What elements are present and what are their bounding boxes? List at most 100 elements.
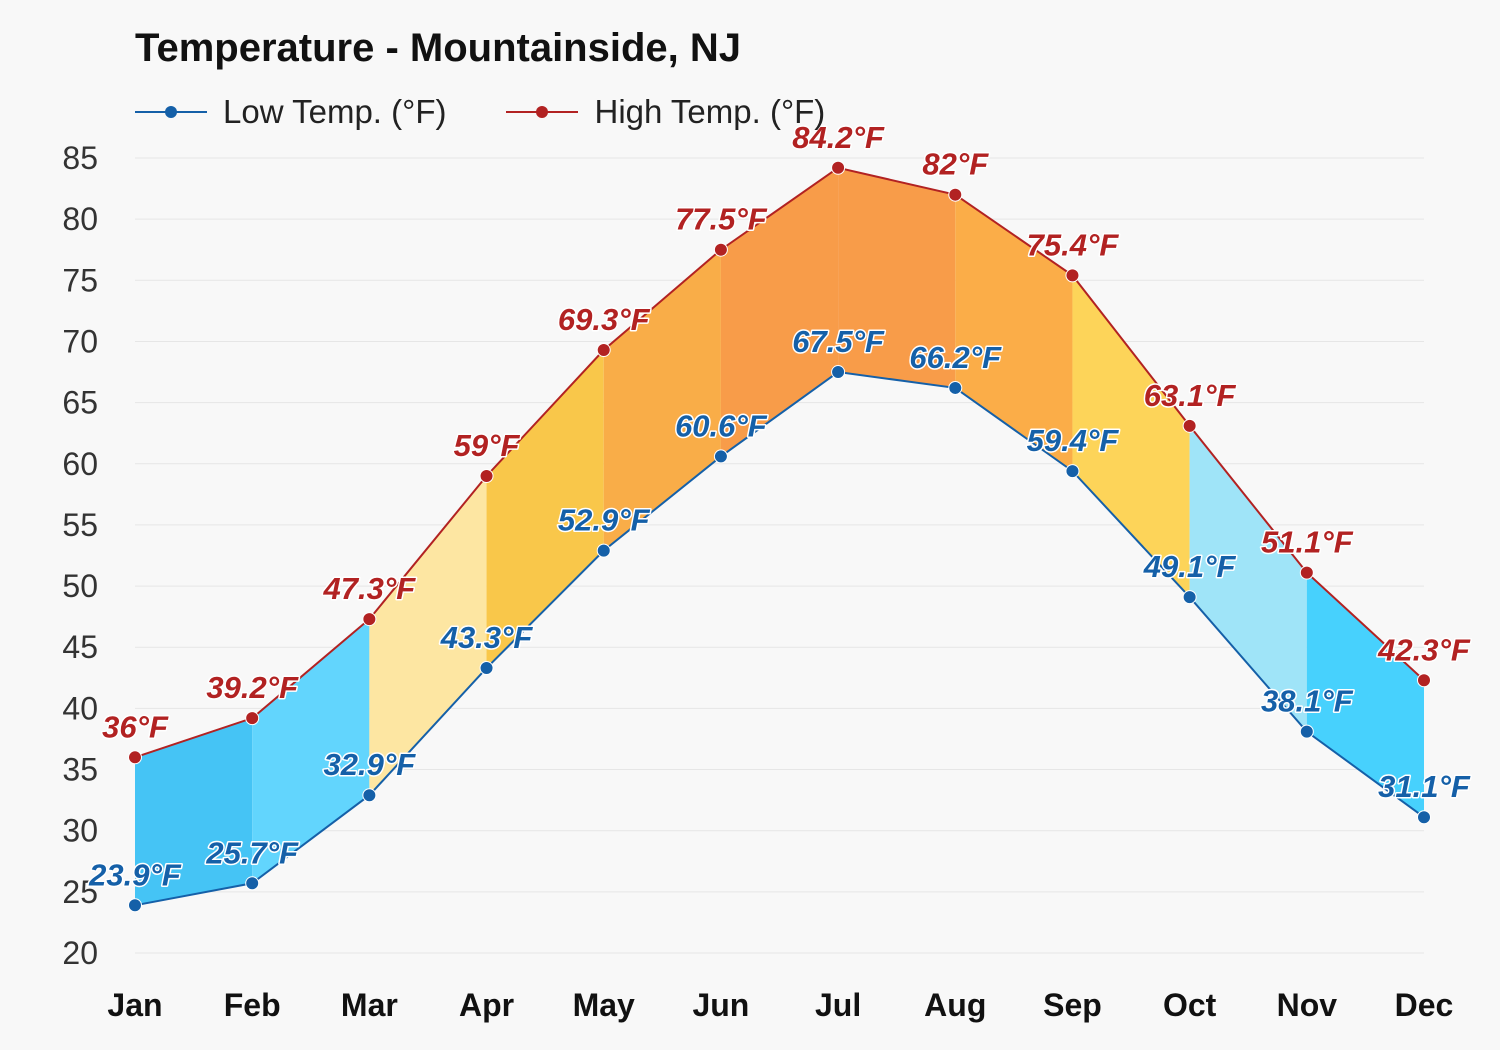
x-axis: Jan Feb Mar Apr May Jun Jul Aug Sep Oct Nov Dec	[107, 987, 1453, 1023]
high-temp-label-may: 69.3°F	[558, 302, 651, 337]
y-tick-label: 75	[62, 262, 98, 298]
x-tick-label: Dec	[1395, 987, 1454, 1023]
data-labels: 23.9°F 25.7°F 32.9°F 43.3°F 52.9°F 60.6°F 67.5…	[87, 118, 1473, 894]
high-temp-label-mar: 47.3°F	[323, 571, 417, 606]
low-temp-point-jan	[128, 898, 142, 913]
temperature-range-bands	[135, 167, 1424, 906]
range-band-oct	[1189, 425, 1307, 732]
legend: Low Temp. (°F) High Temp. (°F)	[135, 92, 825, 132]
high-temp-label-aug: 82°F	[922, 147, 989, 182]
y-tick-label: 25	[62, 874, 98, 910]
legend-item-high-temp[interactable]: High Temp. (°F)	[506, 93, 825, 131]
high-temp-point-nov	[1299, 565, 1314, 580]
range-band-jun	[720, 167, 839, 457]
legend-label-low-temp: Low Temp. (°F)	[223, 93, 447, 130]
low-temp-line	[134, 370, 1425, 907]
low-temp-label-oct: 49.1°F	[1143, 549, 1237, 584]
y-tick-label: 60	[62, 446, 98, 482]
low-temp-point-jun	[713, 449, 728, 464]
x-tick-label: Oct	[1163, 987, 1217, 1023]
high-temp-point-jul	[831, 160, 846, 175]
y-tick-label: 55	[62, 507, 98, 543]
high-temp-point-apr	[479, 469, 494, 483]
high-temp-label-jan: 36°F	[102, 709, 169, 744]
x-tick-label: Mar	[341, 987, 398, 1023]
high-temp-point-aug	[948, 187, 963, 202]
low-temp-label-jul: 67.5°F	[792, 324, 885, 359]
low-temp-label-may: 52.9°F	[558, 503, 651, 538]
x-tick-label: Nov	[1277, 987, 1338, 1023]
y-tick-label: 45	[62, 629, 98, 665]
low-temp-label-feb: 25.7°F	[205, 835, 299, 870]
low-temp-point-apr	[479, 661, 494, 676]
high-temp-label-jun: 77.5°F	[675, 202, 768, 237]
high-temp-point-jan	[128, 750, 142, 765]
legend-item-low-temp[interactable]: Low Temp. (°F)	[135, 93, 446, 131]
low-temp-point-sep	[1065, 464, 1080, 479]
low-temp-label-jun: 60.6°F	[675, 408, 768, 443]
low-temp-point-dec	[1417, 810, 1431, 825]
x-tick-label: Apr	[459, 987, 514, 1023]
range-band-nov	[1306, 572, 1424, 818]
range-band-aug	[955, 194, 1073, 472]
y-tick-label: 80	[62, 201, 98, 237]
high-temp-label-feb: 39.2°F	[206, 670, 299, 705]
chart-title: Temperature - Mountainside, NJ	[135, 26, 742, 70]
range-band-jan	[135, 718, 253, 906]
low-temp-point-feb	[245, 876, 260, 891]
low-temp-point-aug	[948, 380, 963, 395]
low-temp-label-jan: 23.9°F	[88, 857, 182, 892]
y-tick-label: 65	[62, 385, 98, 421]
x-tick-label: Aug	[924, 987, 986, 1023]
low-temp-label-sep: 59.4°F	[1027, 423, 1120, 458]
y-tick-label: 20	[62, 935, 98, 971]
y-tick-label: 40	[62, 690, 98, 726]
series-lines	[134, 166, 1425, 907]
range-band-sep	[1072, 275, 1190, 598]
high-temp-label-apr: 59°F	[454, 428, 521, 463]
high-temp-point-sep	[1065, 268, 1080, 283]
high-temp-line	[134, 166, 1425, 759]
high-temp-label-jul: 84.2°F	[792, 120, 885, 155]
x-tick-label: Sep	[1043, 987, 1102, 1023]
y-axis: 20 25 30 35 40 45 50 55 60 65 70 75 80 85	[62, 140, 98, 971]
low-temp-label-mar: 32.9°F	[324, 747, 417, 782]
y-tick-label: 70	[62, 323, 98, 359]
low-temp-label-nov: 38.1°F	[1261, 684, 1354, 719]
x-tick-label: May	[573, 987, 635, 1023]
high-temp-point-may	[596, 343, 611, 358]
high-temp-label-oct: 63.1°F	[1144, 378, 1237, 413]
high-temp-point-feb	[245, 711, 260, 726]
low-temp-point-jul	[831, 365, 846, 380]
low-temp-legend-marker-icon	[135, 106, 207, 118]
x-tick-label: Feb	[224, 987, 281, 1023]
high-temp-point-dec	[1417, 673, 1431, 688]
legend-label-high-temp: High Temp. (°F)	[594, 93, 826, 130]
y-tick-label: 30	[62, 813, 98, 849]
x-tick-label: Jan	[107, 987, 162, 1023]
high-temp-label-nov: 51.1°F	[1261, 525, 1354, 560]
low-temp-point-mar	[362, 788, 377, 803]
series-markers	[128, 160, 1431, 913]
low-temp-point-oct	[1182, 590, 1197, 605]
high-temp-label-dec: 42.3°F	[1377, 632, 1471, 667]
range-band-mar	[369, 476, 487, 796]
low-temp-label-aug: 66.2°F	[909, 340, 1002, 375]
low-temp-point-nov	[1299, 724, 1314, 739]
y-tick-label: 35	[62, 752, 98, 788]
x-tick-label: Jun	[692, 987, 749, 1023]
range-band-jul	[838, 167, 956, 388]
high-temp-label-sep: 75.4°F	[1027, 227, 1120, 262]
high-temp-point-jun	[713, 242, 728, 257]
high-temp-legend-marker-icon	[506, 106, 579, 118]
high-temp-point-mar	[362, 612, 377, 627]
x-tick-label: Jul	[815, 987, 861, 1023]
y-tick-label: 50	[62, 568, 98, 604]
low-temp-label-apr: 43.3°F	[440, 620, 534, 655]
low-temp-point-may	[596, 543, 611, 558]
y-tick-label: 85	[62, 140, 98, 176]
high-temp-point-oct	[1182, 418, 1197, 433]
low-temp-label-dec: 31.1°F	[1378, 769, 1471, 804]
range-band-apr	[486, 350, 604, 669]
